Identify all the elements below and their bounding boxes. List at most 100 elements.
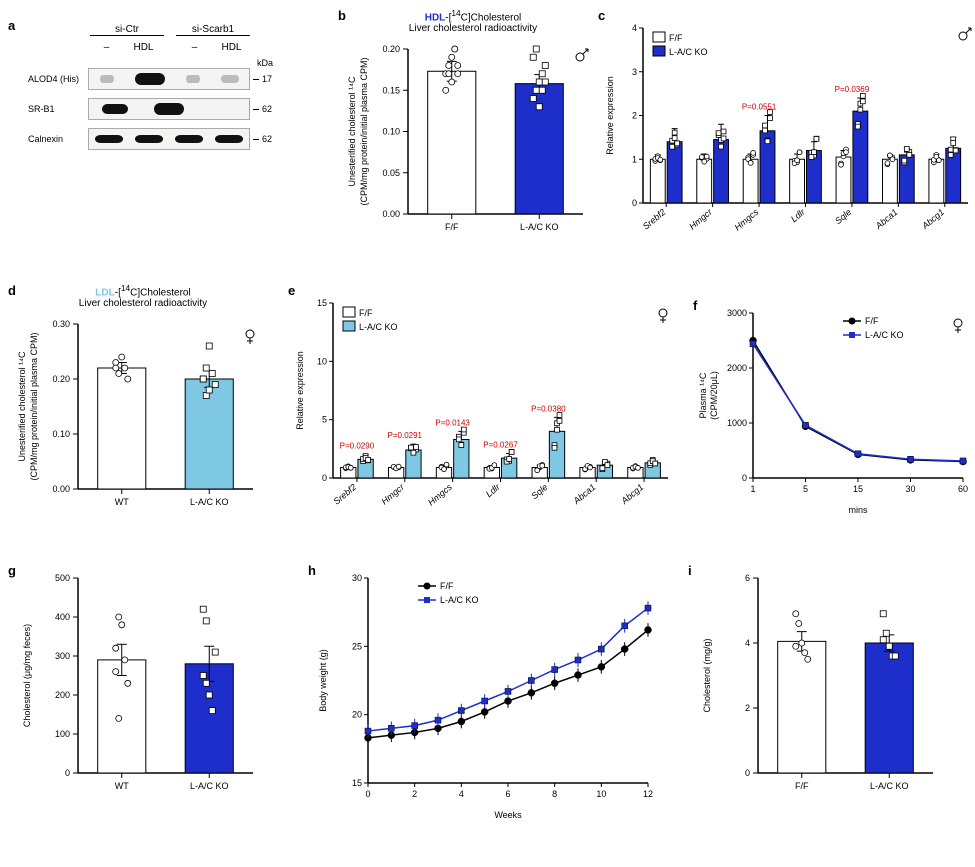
svg-text:Abcg1: Abcg1 xyxy=(919,207,946,232)
svg-text:0.00: 0.00 xyxy=(52,484,70,494)
svg-text:Unesterified cholesterol ¹⁴C(C: Unesterified cholesterol ¹⁴C(CPM/mg prot… xyxy=(347,58,369,206)
svg-text:P=0.0369: P=0.0369 xyxy=(835,85,870,94)
panel-label-e: e xyxy=(288,283,295,298)
svg-text:P=0.0380: P=0.0380 xyxy=(531,404,566,413)
svg-text:Cholesterol (mg/g): Cholesterol (mg/g) xyxy=(702,638,712,712)
svg-text:Unesterified cholesterol ¹⁴C(C: Unesterified cholesterol ¹⁴C(CPM/mg prot… xyxy=(17,333,39,481)
svg-text:0.10: 0.10 xyxy=(382,127,400,137)
svg-text:1: 1 xyxy=(750,484,755,494)
svg-text:Srebf2: Srebf2 xyxy=(641,207,668,232)
svg-text:Weeks: Weeks xyxy=(494,810,522,820)
svg-text:WT: WT xyxy=(115,497,129,507)
svg-text:L-A/C KO: L-A/C KO xyxy=(669,47,708,57)
svg-text:0: 0 xyxy=(365,789,370,799)
blot-row: SR-B1 62 xyxy=(28,98,278,120)
panel-label-a: a xyxy=(8,18,15,33)
svg-text:0: 0 xyxy=(745,768,750,778)
chart-f: 0100020003000Plasma ¹⁴C(CPM/20μL)1515306… xyxy=(693,298,973,518)
svg-text:L-A/C KO: L-A/C KO xyxy=(190,781,229,791)
svg-text:Ldlr: Ldlr xyxy=(484,481,503,499)
svg-text:400: 400 xyxy=(55,612,70,622)
svg-text:10: 10 xyxy=(317,356,327,366)
lane-label: – xyxy=(176,42,213,58)
lane-label: HDL xyxy=(213,42,250,58)
svg-text:F/F: F/F xyxy=(445,222,459,232)
panel-h: h 15202530Body weight (g)024681012WeeksF… xyxy=(308,563,658,823)
svg-text:4: 4 xyxy=(745,638,750,648)
svg-text:L-A/C KO: L-A/C KO xyxy=(520,222,559,232)
svg-text:Body weight (g): Body weight (g) xyxy=(318,649,328,712)
svg-text:Plasma ¹⁴C(CPM/20μL): Plasma ¹⁴C(CPM/20μL) xyxy=(698,371,719,420)
panel-f: f 0100020003000Plasma ¹⁴C(CPM/20μL)15153… xyxy=(693,298,973,518)
svg-text:60: 60 xyxy=(958,484,968,494)
svg-text:L-A/C KO: L-A/C KO xyxy=(870,781,909,791)
svg-text:4: 4 xyxy=(632,23,637,33)
svg-text:P=0.0291: P=0.0291 xyxy=(388,431,423,440)
svg-text:L-A/C KO: L-A/C KO xyxy=(190,497,229,507)
svg-text:Abca1: Abca1 xyxy=(873,207,900,232)
panel-label-i: i xyxy=(688,563,692,578)
panel-label-g: g xyxy=(8,563,16,578)
svg-text:Hmgcr: Hmgcr xyxy=(379,481,406,506)
svg-text:0.30: 0.30 xyxy=(52,319,70,329)
svg-text:0.15: 0.15 xyxy=(382,86,400,96)
svg-text:F/F: F/F xyxy=(795,781,809,791)
svg-text:0.00: 0.00 xyxy=(382,209,400,219)
svg-text:100: 100 xyxy=(55,729,70,739)
svg-text:P=0.0551: P=0.0551 xyxy=(742,103,777,112)
svg-text:mins: mins xyxy=(848,505,868,515)
svg-text:2: 2 xyxy=(745,703,750,713)
svg-text:Sqle: Sqle xyxy=(529,482,549,501)
svg-text:5: 5 xyxy=(322,415,327,425)
svg-text:1: 1 xyxy=(632,154,637,164)
svg-text:P=0.0290: P=0.0290 xyxy=(340,442,375,451)
svg-text:Relative expression: Relative expression xyxy=(295,351,305,430)
blot-group-label: si-Ctr xyxy=(90,24,164,36)
svg-text:12: 12 xyxy=(643,789,653,799)
svg-text:8: 8 xyxy=(552,789,557,799)
svg-text:Hmgcr: Hmgcr xyxy=(687,206,714,231)
svg-text:6: 6 xyxy=(505,789,510,799)
svg-text:4: 4 xyxy=(459,789,464,799)
chart-c: 01234Relative expressionSrebf2HmgcrP=0.0… xyxy=(598,8,975,258)
svg-text:2: 2 xyxy=(632,111,637,121)
panel-i: i 0 2 4 6 Cholesterol (mg/g) F/F L-A/C KO xyxy=(688,563,948,813)
svg-text:0: 0 xyxy=(65,768,70,778)
svg-text:0: 0 xyxy=(632,198,637,208)
panel-d: d LDL-[14C]Cholesterol Liver cholesterol… xyxy=(8,283,268,529)
panel-a: a si-Ctr si-Scarb1 – HDL – HDL kDa ALOD4… xyxy=(8,18,288,144)
blot-group-label: si-Scarb1 xyxy=(176,24,250,36)
panel-e: e 051015Relative expressionP=0.0290Srebf… xyxy=(288,283,678,533)
svg-text:Sqle: Sqle xyxy=(833,207,853,226)
svg-text:0.10: 0.10 xyxy=(52,429,70,439)
svg-text:300: 300 xyxy=(55,651,70,661)
svg-text:30: 30 xyxy=(905,484,915,494)
svg-text:L-A/C KO: L-A/C KO xyxy=(865,330,904,340)
svg-text:F/F: F/F xyxy=(865,316,879,326)
svg-text:0: 0 xyxy=(322,473,327,483)
chart-b: 0.000.050.100.150.20Unesterified cholest… xyxy=(338,34,598,254)
svg-text:Abcg1: Abcg1 xyxy=(619,482,646,507)
svg-text:Relative expression: Relative expression xyxy=(605,76,615,155)
svg-text:P=0.0267: P=0.0267 xyxy=(483,441,518,450)
blot-row: ALOD4 (His) 17 xyxy=(28,68,278,90)
svg-text:200: 200 xyxy=(55,690,70,700)
svg-text:3000: 3000 xyxy=(727,308,747,318)
svg-text:0.20: 0.20 xyxy=(52,374,70,384)
svg-text:5: 5 xyxy=(803,484,808,494)
svg-text:Hmgcs: Hmgcs xyxy=(732,207,760,233)
lane-label: – xyxy=(88,42,125,58)
svg-text:L-A/C KO: L-A/C KO xyxy=(440,595,479,605)
panel-label-c: c xyxy=(598,8,605,23)
svg-text:6: 6 xyxy=(745,573,750,583)
panel-b: b HDL-[14C]Cholesterol Liver cholesterol… xyxy=(338,8,598,254)
lane-label: HDL xyxy=(125,42,162,58)
svg-text:25: 25 xyxy=(352,641,362,651)
svg-text:Hmgcs: Hmgcs xyxy=(426,482,454,508)
svg-text:30: 30 xyxy=(352,573,362,583)
svg-text:15: 15 xyxy=(352,778,362,788)
svg-text:2: 2 xyxy=(412,789,417,799)
svg-text:15: 15 xyxy=(853,484,863,494)
svg-text:Cholesterol (μg/mg feces): Cholesterol (μg/mg feces) xyxy=(22,624,32,727)
svg-text:2000: 2000 xyxy=(727,363,747,373)
